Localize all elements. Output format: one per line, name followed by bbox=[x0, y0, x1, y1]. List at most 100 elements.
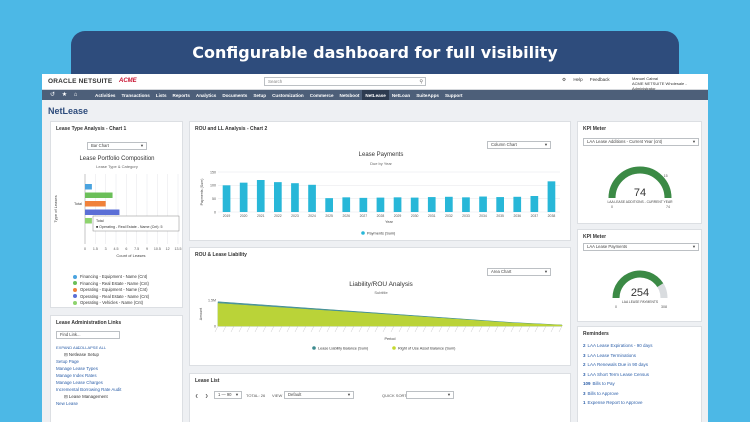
collapse-all-link[interactable]: COLLAPSE ALL bbox=[77, 345, 107, 350]
find-link-input[interactable]: Find Link... bbox=[56, 331, 120, 339]
nav-item-netloan[interactable]: NetLoan bbox=[391, 92, 411, 98]
prev-page-icon[interactable]: ❮ bbox=[195, 393, 199, 398]
admin-link[interactable]: Incremental Borrowing Rate Audit bbox=[56, 387, 122, 392]
chart3-x-tick-mark bbox=[270, 325, 275, 333]
tooltip-box bbox=[92, 215, 180, 232]
user-menu[interactable]: Manuel Cabral ACME NETSUITE Wholesale - … bbox=[632, 76, 708, 91]
link-section-header[interactable]: ⊟ Netlease Setup bbox=[64, 352, 99, 357]
view-select[interactable]: Default ▼ bbox=[284, 391, 354, 399]
chart3-x-tick-mark bbox=[254, 325, 259, 333]
kpi-meter-portlet-1: KPI Meter LAA Lease Additions - Current … bbox=[577, 121, 702, 224]
expand-all-link[interactable]: EXPAND ALL bbox=[56, 345, 81, 350]
chevron-down-icon: ▼ bbox=[544, 142, 548, 147]
chart3-title: Liability/ROU Analysis bbox=[349, 281, 413, 288]
chart2-y-tick: 50 bbox=[212, 197, 216, 201]
reminder-item[interactable]: 2 LAA Lease Expirations - 90 days bbox=[583, 343, 653, 348]
reminder-item[interactable]: 109 Bills to Pay bbox=[583, 381, 615, 386]
chart1-type-select[interactable]: Bar Chart ▼ bbox=[87, 142, 147, 150]
liability-type-select[interactable]: Area Chart ▼ bbox=[487, 268, 551, 276]
chart3-x-tick-mark bbox=[406, 325, 411, 333]
chart3-xlabel: Period bbox=[385, 337, 396, 341]
chart3-x-tick-mark bbox=[326, 325, 331, 333]
chart2-x-tick: 2033 bbox=[462, 214, 470, 218]
page-range-select[interactable]: 1 — 90 ▼ bbox=[214, 391, 242, 399]
admin-link[interactable]: Manage Lease Types bbox=[56, 366, 98, 371]
chart1-bar bbox=[85, 184, 92, 190]
chart3-x-tick-mark bbox=[526, 325, 531, 333]
chart2-x-tick: 2024 bbox=[308, 214, 316, 218]
reminder-item[interactable]: 2 LAA Renewals Due in 90 days bbox=[583, 362, 648, 367]
nav-item-activities[interactable]: Activities bbox=[95, 92, 116, 98]
chart2-x-tick: 2030 bbox=[411, 214, 419, 218]
reminder-item[interactable]: 3 Bills to Approve bbox=[583, 391, 619, 396]
reminder-item[interactable]: 1 Expense Report to Approve bbox=[583, 400, 643, 405]
chart1-title: Lease Portfolio Composition bbox=[79, 156, 154, 162]
search-icon[interactable]: ⚲ bbox=[419, 79, 423, 85]
acme-logo: ACME bbox=[119, 78, 137, 84]
nav-item-netsboot[interactable]: Netsboot bbox=[339, 92, 360, 98]
chart2-bar bbox=[547, 181, 556, 212]
nav-item-analytics[interactable]: Analytics bbox=[195, 92, 217, 98]
chart2-xlabel: Year bbox=[385, 220, 393, 224]
reminder-item[interactable]: 3 LAA Lease Terminations bbox=[583, 353, 636, 358]
reminder-count: 2 bbox=[583, 362, 586, 367]
nav-item-reports[interactable]: Reports bbox=[172, 92, 190, 98]
admin-link[interactable]: Manage Lease Charges bbox=[56, 380, 103, 385]
select-value: Area Chart bbox=[491, 269, 512, 274]
chart1-legend-item[interactable]: Operating - Vehicles - Name (Cnt) bbox=[73, 300, 143, 305]
total-count: TOTAL: 26 bbox=[246, 393, 266, 398]
lease-type-chart-portlet: Lease Type Analysis - Chart 1 Bar Chart ▼… bbox=[50, 121, 183, 308]
nav-item-support[interactable]: Support bbox=[444, 92, 463, 98]
kpi2-select[interactable]: LAA Lease Payments ▼ bbox=[583, 243, 699, 251]
chart3-legend-dot bbox=[392, 346, 396, 350]
kpi-value: 74 bbox=[634, 187, 646, 199]
admin-link[interactable]: Manage Index Rates bbox=[56, 373, 97, 378]
admin-link[interactable]: Setup Page bbox=[56, 359, 79, 364]
reminder-label: LAA Lease Terminations bbox=[587, 352, 636, 358]
help-link[interactable]: Help bbox=[573, 77, 583, 82]
nav-item-suiteapps[interactable]: SuiteApps bbox=[416, 92, 439, 98]
legend-label: Financing - Equipment - Name (Cnt) bbox=[80, 274, 148, 279]
chart1-legend-item[interactable]: Operating - Real Estate - Name (Cnt) bbox=[73, 294, 149, 299]
kpi1-select[interactable]: LAA Lease Additions - Current Year (cnt)… bbox=[583, 138, 699, 146]
chart1-bar bbox=[85, 209, 120, 215]
quick-sort-select[interactable]: ▼ bbox=[406, 391, 454, 399]
chart3-x-tick-mark bbox=[478, 325, 483, 333]
chart3-legend-dot bbox=[312, 346, 316, 350]
chart1-xlabel: Count of Leases bbox=[116, 253, 145, 258]
chevron-down-icon: ▼ bbox=[447, 392, 451, 397]
nav-item-netlease[interactable]: NetLease bbox=[362, 90, 389, 100]
nav-item-documents[interactable]: Documents bbox=[222, 92, 248, 98]
star-icon[interactable]: ★ bbox=[61, 92, 68, 98]
select-value: Default bbox=[288, 392, 302, 397]
chart3-x-tick-mark bbox=[262, 325, 267, 333]
chart2-bar bbox=[359, 197, 368, 212]
nav-item-setup[interactable]: Setup bbox=[253, 92, 267, 98]
back-icon[interactable]: ↺ bbox=[50, 92, 56, 98]
chart2-type-select[interactable]: Column Chart ▼ bbox=[487, 141, 551, 149]
oracle-logo[interactable]: ORACLE NETSUITE bbox=[48, 78, 113, 85]
home-icon[interactable]: ⌂ bbox=[73, 92, 78, 98]
reminder-item[interactable]: 3 LAA Short Term Lease Census bbox=[583, 372, 649, 377]
nav-item-customization[interactable]: Customization bbox=[272, 92, 304, 98]
link-section-header[interactable]: ⊟ Lease Management bbox=[64, 394, 108, 399]
nav-item-commerce[interactable]: Commerce bbox=[309, 92, 334, 98]
chevron-down-icon: ▼ bbox=[140, 143, 144, 148]
chart3-y-tick: 1.5M bbox=[208, 298, 216, 302]
reminder-label: Expense Report to Approve bbox=[587, 400, 643, 405]
chart3-x-tick-mark bbox=[238, 325, 243, 333]
next-page-icon[interactable]: ❯ bbox=[205, 393, 209, 398]
chart1-legend-item[interactable]: Financing - Equipment - Name (Cnt) bbox=[73, 274, 147, 279]
admin-link[interactable]: New Lease bbox=[56, 401, 78, 406]
quick-sort-label: QUICK SORT bbox=[382, 393, 407, 398]
legend-dot bbox=[73, 274, 77, 279]
chart2-bar bbox=[239, 182, 248, 212]
nav-item-transactions[interactable]: Transactions bbox=[121, 92, 150, 98]
global-search-input[interactable]: Search ⚲ bbox=[264, 77, 426, 86]
nav-item-lists[interactable]: Lists bbox=[155, 92, 167, 98]
chart1-legend-item[interactable]: Operating - Equipment - Name (Cnt) bbox=[73, 287, 148, 292]
recent-icon[interactable]: ⚙ bbox=[562, 77, 567, 82]
chart1-legend-item[interactable]: Financing - Real Estate - Name (Cnt) bbox=[73, 281, 149, 286]
chart2-x-tick: 2031 bbox=[428, 214, 436, 218]
feedback-link[interactable]: Feedback bbox=[589, 77, 610, 82]
